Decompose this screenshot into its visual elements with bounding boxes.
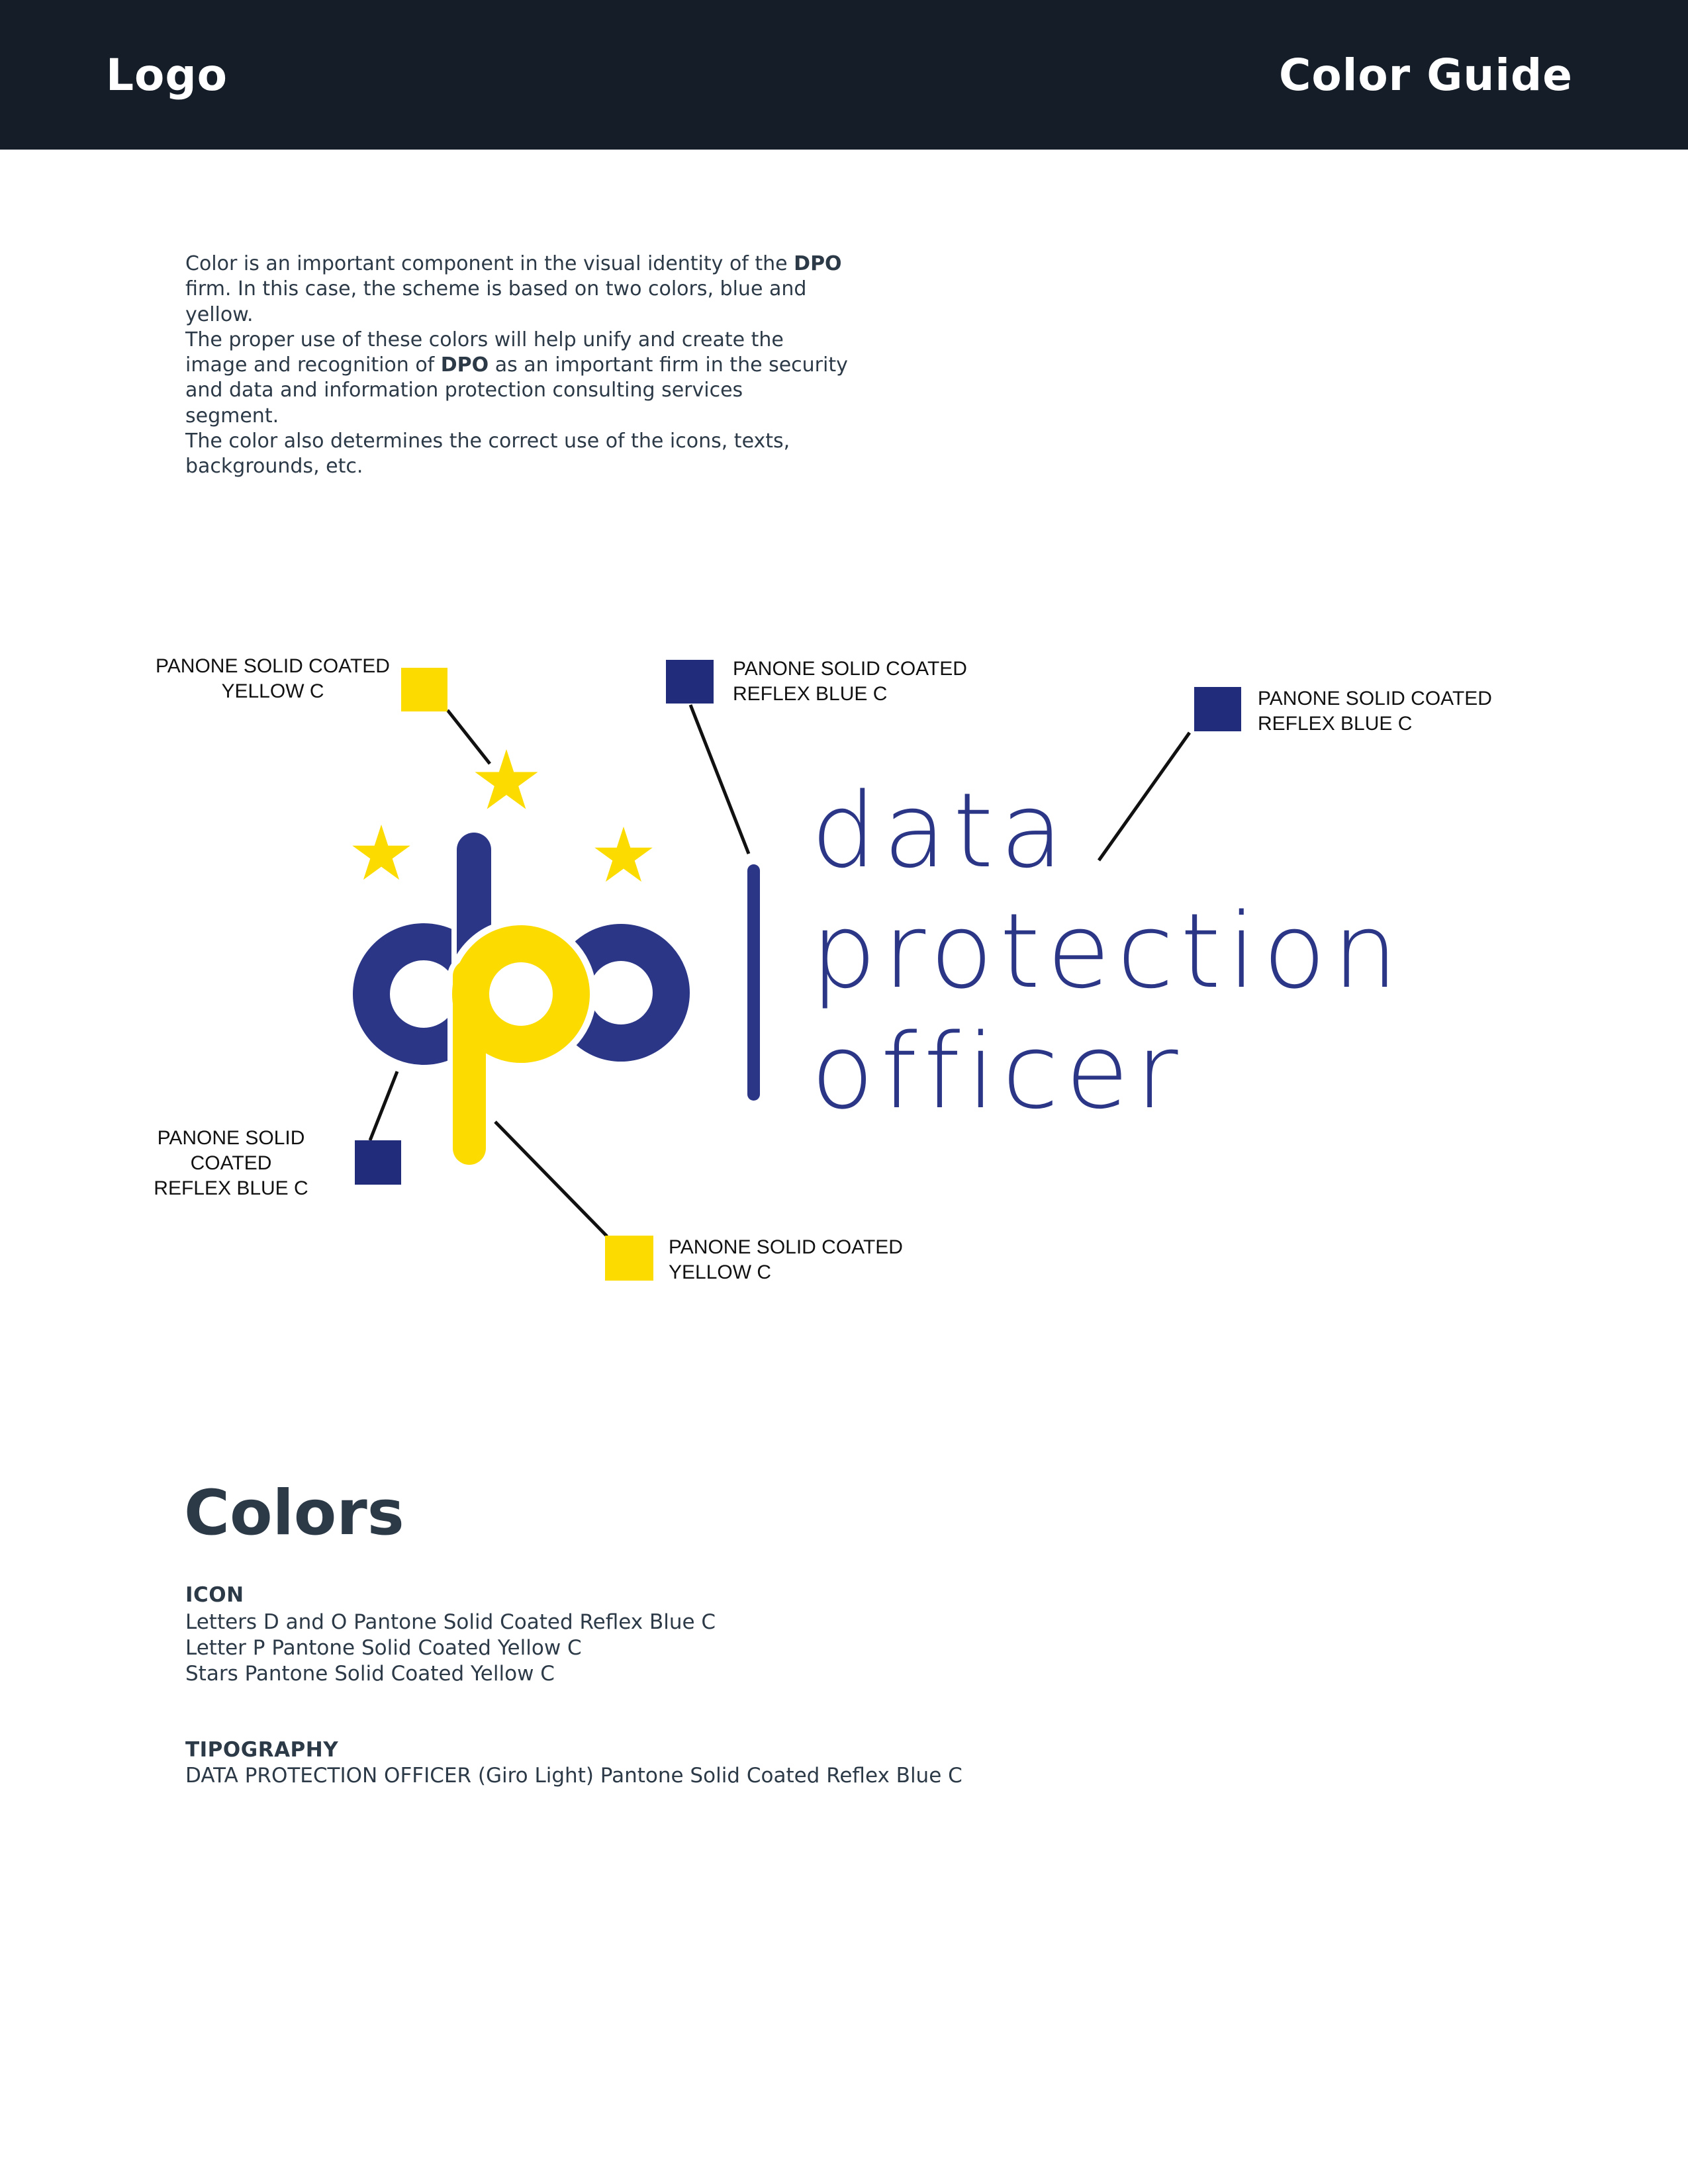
intro-line: backgrounds, etc. [185, 455, 363, 478]
intro-line: image and recognition of DPO as an impor… [185, 353, 848, 377]
callout-label-right-blue: PANONE SOLID COATED REFLEX BLUE C [1258, 686, 1492, 737]
callout-line2: REFLEX BLUE C [1258, 713, 1413, 735]
connector-line-mid-blue [688, 704, 751, 854]
callout-label-top-yellow: PANONE SOLID COATED YELLOW C [152, 654, 393, 704]
intro-line: firm. In this case, the scheme is based … [185, 277, 807, 301]
logo-divider-bar [747, 864, 760, 1101]
intro-line: The color also determines the correct us… [185, 430, 790, 453]
callout-line1: PANONE SOLID COATED [157, 1127, 305, 1174]
connector-line-bottomleft-blue [368, 1071, 399, 1141]
icon-color-line: Stars Pantone Solid Coated Yellow C [185, 1662, 555, 1686]
callout-line2: REFLEX BLUE C [733, 683, 888, 705]
intro-line: yellow. [185, 302, 254, 326]
dpo-logo [352, 749, 690, 1170]
connector-line-top-yellow [446, 709, 491, 765]
wordmark-line-officer: officer [811, 1011, 1185, 1132]
connector-line-bottom-yellow [494, 1120, 608, 1238]
swatch-blue-middle [666, 660, 714, 704]
callout-line1: PANONE SOLID COATED [1258, 688, 1492, 709]
intro-paragraph: Color is an important component in the v… [185, 251, 927, 480]
intro-line: Color is an important component in the v… [185, 252, 842, 275]
icon-color-line: Letter P Pantone Solid Coated Yellow C [185, 1636, 582, 1660]
callout-line1: PANONE SOLID COATED [733, 658, 967, 680]
swatch-blue-right [1194, 687, 1241, 731]
callout-line1: PANONE SOLID COATED [156, 655, 390, 677]
intro-line: segment. [185, 404, 279, 428]
wordmark-line-protection: protection [811, 891, 1405, 1011]
callout-line2: YELLOW C [221, 680, 324, 702]
swatch-yellow-bottom [605, 1236, 653, 1281]
callout-line2: YELLOW C [669, 1261, 772, 1283]
page-title: Color Guide [1278, 49, 1573, 101]
intro-line: and data and information protection cons… [185, 379, 743, 402]
page-header: Logo Color Guide [0, 0, 1688, 150]
star-icon-right [594, 827, 653, 882]
icon-section-lines: Letters D and O Pantone Solid Coated Ref… [185, 1610, 716, 1687]
wordmark-line-data: data [811, 770, 1070, 891]
colors-section-heading: Colors [184, 1477, 404, 1549]
intro-line: The proper use of these colors will help… [185, 328, 784, 351]
connector-line-right-blue [1097, 731, 1192, 862]
star-icon-left [352, 825, 410, 880]
icon-color-line: Letters D and O Pantone Solid Coated Ref… [185, 1610, 716, 1634]
header-logo-text: Logo [106, 49, 228, 101]
swatch-yellow-top [401, 668, 447, 711]
icon-section-label: ICON [185, 1583, 244, 1607]
letter-p-bowl [452, 925, 590, 1063]
wordmark: data protection officer [811, 770, 1405, 1132]
callout-line1: PANONE SOLID COATED [669, 1236, 903, 1258]
typography-color-line: DATA PROTECTION OFFICER (Giro Light) Pan… [185, 1764, 962, 1788]
typography-section-label: TIPOGRAPHY [185, 1738, 339, 1762]
callout-label-middle-blue: PANONE SOLID COATED REFLEX BLUE C [733, 657, 967, 707]
star-icon-top [475, 749, 538, 809]
callout-connector-lines [368, 704, 1192, 1238]
swatch-blue-bottom-left [355, 1140, 401, 1185]
callout-label-bottom-yellow: PANONE SOLID COATED YELLOW C [669, 1235, 903, 1285]
callout-label-bottom-left-blue: PANONE SOLID COATED REFLEX BLUE C [118, 1126, 344, 1201]
callout-line2: REFLEX BLUE C [154, 1177, 308, 1199]
